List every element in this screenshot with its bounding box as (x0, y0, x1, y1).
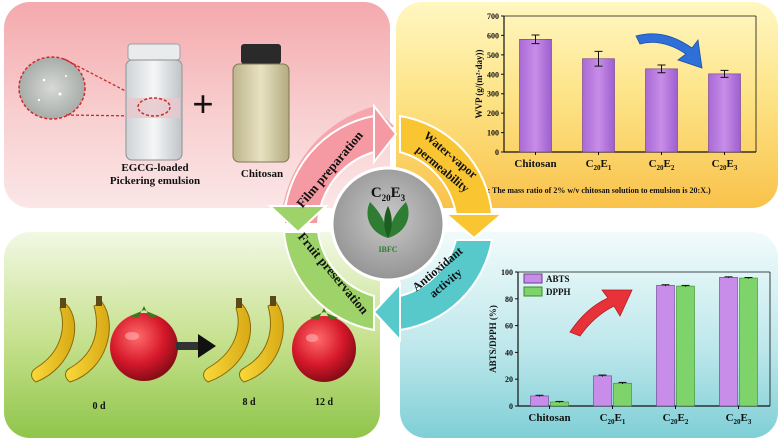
decrease-arrow (635, 33, 703, 69)
wvp-category-label: C20E3 (712, 158, 738, 172)
ao-ytick: 60 (505, 322, 513, 331)
ao-ytick: 20 (505, 375, 513, 384)
banana-day0-b (65, 296, 110, 383)
banana-day8-b (239, 296, 284, 383)
film-preparation-illustration: + (18, 43, 290, 163)
wvp-chart: 0 100 200 300 400 500 600 700 WVP (g/(m²·day)) Ch… (463, 12, 757, 197)
ao-ytick: 40 (505, 348, 513, 357)
tomato-day0 (110, 306, 178, 381)
cycle-segment-water-vapor (399, 114, 494, 215)
ao-legend-label: ABTS (546, 274, 570, 284)
ao-ytick: 100 (501, 268, 513, 277)
wvp-ytick: 400 (487, 70, 499, 79)
fruit-illustration (31, 296, 356, 383)
wvp-bar (708, 73, 741, 153)
wvp-bar (519, 39, 552, 153)
magnified-droplet-view (18, 56, 86, 120)
chitosan-label: Chitosan (240, 168, 284, 180)
wvp-ytick: 100 (487, 129, 499, 138)
time-arrow (176, 334, 216, 358)
wvp-ytick: 600 (487, 31, 499, 40)
wvp-ytick: 700 (487, 12, 499, 21)
antioxidant-chart: 0 20 40 60 80 100 ABTS/DPPH (%) Chitosan C20E1 C2… (488, 268, 771, 426)
wvp-ytick: 300 (487, 90, 499, 99)
ao-legend-swatch (523, 273, 543, 284)
antioxidant-panel: 0 20 40 60 80 100 ABTS/DPPH (%) Chitosan C20E1 C2… (400, 232, 778, 438)
wvp-ytick: 500 (487, 51, 499, 60)
wvp-category-label: C20E1 (586, 158, 612, 172)
ao-legend-swatch (523, 286, 543, 297)
wvp-ytick: 0 (495, 148, 499, 157)
logo-text: IBFC (378, 245, 397, 254)
banana-day0-a (31, 298, 76, 383)
ao-category-label: C20E2 (663, 412, 689, 426)
ao-category-label: C20E1 (600, 412, 626, 426)
emulsion-vial (125, 43, 183, 161)
ao-ytick: 80 (505, 295, 513, 304)
wvp-ytick: 200 (487, 109, 499, 118)
banana-day8-a (203, 298, 251, 383)
wvp-ylabel: WVP (g/(m²·day)) (474, 50, 484, 119)
film-preparation-panel: + EGCG-loaded Pickering emulsion Chitosa… (4, 2, 390, 208)
hub-title: C20E3 (371, 185, 406, 203)
ao-category-label: C20E3 (726, 412, 752, 426)
chitosan-vial (232, 44, 290, 163)
wvp-bar (645, 68, 678, 153)
wvp-category-label: Chitosan (514, 158, 556, 170)
increase-arrow (569, 289, 633, 337)
day-label-8: 8 d (242, 397, 256, 408)
day-label-0: 0 d (92, 401, 106, 412)
day-label-12: 12 d (314, 397, 334, 408)
tomato-day12 (292, 308, 356, 382)
wvp-bar (582, 58, 615, 153)
plus-symbol: + (192, 84, 214, 126)
ao-category-label: Chitosan (528, 412, 570, 424)
ao-ytick: 0 (509, 402, 513, 411)
emulsion-label-line2: Pickering emulsion (109, 175, 201, 187)
ao-legend-label: DPPH (546, 287, 571, 297)
wvp-category-label: C20E2 (649, 158, 675, 172)
ibfc-logo (367, 202, 409, 238)
cycle-segment-fruit-preservation (282, 231, 375, 332)
emulsion-label-line1: EGCG-loaded (121, 162, 189, 174)
ao-ylabel: ABTS/DPPH (%) (488, 305, 498, 373)
